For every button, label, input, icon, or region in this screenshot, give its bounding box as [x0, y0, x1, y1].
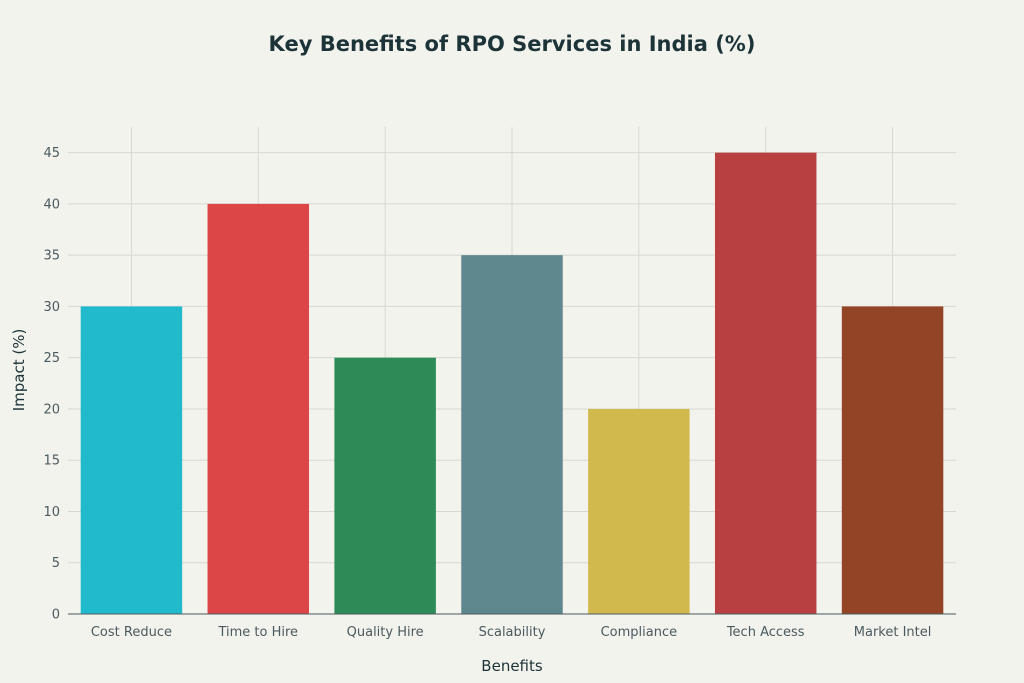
y-tick-label: 10 — [43, 505, 60, 520]
y-tick-label: 45 — [43, 146, 60, 161]
bar — [714, 152, 817, 614]
y-tick-label: 25 — [43, 351, 60, 366]
x-axis-label: Benefits — [481, 657, 543, 675]
bar — [334, 357, 436, 614]
y-tick-label: 5 — [52, 556, 60, 571]
x-tick-label: Scalability — [479, 625, 546, 640]
y-tick-label: 35 — [43, 249, 60, 264]
x-tick-label: Quality Hire — [347, 625, 424, 640]
y-tick-label: 30 — [43, 300, 60, 315]
chart-title: Key Benefits of RPO Services in India (%… — [269, 32, 756, 56]
y-axis-ticks: 0 5 10 15 20 25 30 35 40 45 — [43, 146, 60, 622]
x-tick-label: Compliance — [601, 625, 678, 640]
bar — [588, 408, 690, 614]
x-tick-label: Time to Hire — [217, 625, 298, 640]
y-axis-label: Impact (%) — [10, 329, 28, 412]
bar — [207, 203, 310, 615]
x-tick-label: Cost Reduce — [91, 625, 172, 640]
y-tick-label: 20 — [43, 402, 60, 417]
x-tick-label: Market Intel — [854, 625, 932, 640]
bar — [461, 255, 563, 614]
x-axis-ticks: Cost Reduce Time to Hire Quality Hire Scala… — [91, 625, 932, 640]
bar — [80, 306, 183, 614]
x-tick-label: Tech Access — [726, 625, 805, 640]
bars-layer — [80, 152, 944, 615]
y-tick-label: 40 — [43, 197, 60, 212]
y-tick-label: 0 — [52, 608, 60, 623]
y-tick-label: 15 — [43, 454, 60, 469]
bar — [841, 306, 944, 614]
